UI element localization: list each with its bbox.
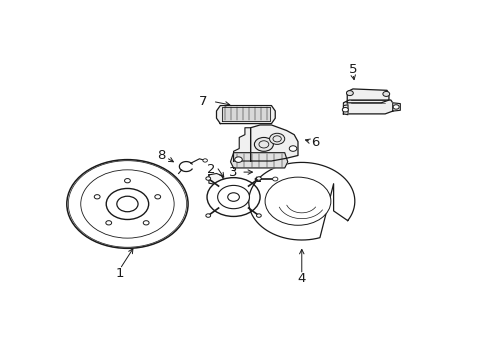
Polygon shape bbox=[208, 174, 224, 185]
Circle shape bbox=[155, 195, 160, 199]
Polygon shape bbox=[248, 162, 354, 240]
Polygon shape bbox=[343, 105, 347, 115]
Text: 8: 8 bbox=[157, 149, 165, 162]
Circle shape bbox=[67, 159, 188, 248]
Circle shape bbox=[206, 177, 260, 216]
Circle shape bbox=[234, 157, 242, 162]
Polygon shape bbox=[250, 125, 297, 161]
Circle shape bbox=[217, 185, 249, 209]
Circle shape bbox=[94, 195, 100, 199]
Polygon shape bbox=[230, 153, 287, 168]
Circle shape bbox=[124, 179, 130, 183]
Polygon shape bbox=[392, 103, 400, 111]
Circle shape bbox=[256, 214, 261, 217]
Circle shape bbox=[106, 188, 148, 220]
Text: 6: 6 bbox=[310, 136, 319, 149]
Circle shape bbox=[346, 91, 353, 96]
Text: 4: 4 bbox=[297, 272, 305, 285]
Text: 3: 3 bbox=[229, 166, 237, 179]
Circle shape bbox=[105, 221, 111, 225]
Circle shape bbox=[254, 138, 273, 151]
Circle shape bbox=[256, 177, 261, 180]
Circle shape bbox=[143, 221, 149, 225]
Circle shape bbox=[382, 91, 389, 96]
Circle shape bbox=[264, 177, 330, 225]
Polygon shape bbox=[216, 105, 275, 123]
Text: 5: 5 bbox=[348, 63, 356, 76]
Text: 1: 1 bbox=[115, 267, 124, 280]
Circle shape bbox=[289, 146, 296, 151]
Polygon shape bbox=[346, 89, 388, 103]
Circle shape bbox=[205, 177, 210, 180]
Polygon shape bbox=[222, 107, 269, 121]
Circle shape bbox=[272, 177, 277, 181]
Text: 2: 2 bbox=[206, 163, 215, 176]
Polygon shape bbox=[233, 128, 250, 161]
Circle shape bbox=[205, 214, 210, 217]
Text: 7: 7 bbox=[199, 95, 207, 108]
Circle shape bbox=[342, 108, 347, 112]
Circle shape bbox=[269, 133, 284, 144]
Circle shape bbox=[392, 105, 398, 109]
Circle shape bbox=[203, 159, 207, 162]
Polygon shape bbox=[343, 100, 392, 114]
